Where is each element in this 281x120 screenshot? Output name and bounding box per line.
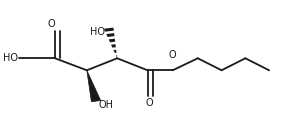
Text: HO: HO [3,53,18,63]
Text: HO: HO [90,27,105,37]
Polygon shape [87,70,101,102]
Polygon shape [114,50,117,53]
Text: O: O [145,98,153,108]
Polygon shape [109,39,115,42]
Text: O: O [47,19,55,29]
Polygon shape [104,28,114,32]
Polygon shape [111,44,116,48]
Text: OH: OH [99,100,114,110]
Polygon shape [106,33,114,37]
Text: O: O [169,50,176,60]
Polygon shape [116,55,117,58]
